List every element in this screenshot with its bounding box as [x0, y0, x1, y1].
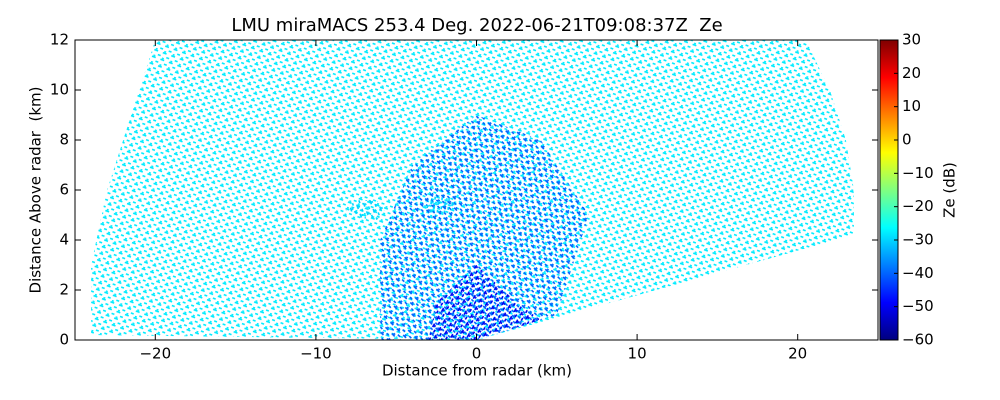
- y-tick-label: 2: [59, 281, 69, 299]
- ze-region: [380, 115, 589, 340]
- colorbar: [879, 39, 899, 341]
- y-tick-label: 0: [59, 331, 69, 349]
- colorbar-tick-label: 30: [902, 31, 921, 49]
- y-tick-label: 4: [59, 231, 69, 249]
- y-tick-label: 6: [59, 181, 69, 199]
- colorbar-tick-label: 0: [902, 131, 912, 149]
- colorbar-tick-label: 10: [902, 97, 921, 115]
- x-tick-label: 0: [472, 345, 482, 363]
- ze-region: [423, 195, 458, 213]
- ze-region: [344, 200, 387, 220]
- y-tick-label: 10: [50, 81, 69, 99]
- colorbar-tick-label: −50: [902, 297, 934, 315]
- x-axis-label: Distance from radar (km): [382, 362, 572, 380]
- x-tick-label: −10: [300, 345, 332, 363]
- radar-field: [91, 40, 854, 340]
- ze-region: [428, 265, 541, 340]
- y-axis-label: Distance Above radar (km): [27, 87, 45, 294]
- colorbar-tick-label: −30: [902, 231, 934, 249]
- x-tick-label: −20: [139, 345, 171, 363]
- colorbar-tick-label: −60: [902, 331, 934, 349]
- colorbar-tick-label: −40: [902, 264, 934, 282]
- chart-title: LMU miraMACS 253.4 Deg. 2022-06-21T09:08…: [231, 15, 722, 36]
- colorbar-tick-label: 20: [902, 64, 921, 82]
- colorbar-tick-label: −10: [902, 164, 934, 182]
- y-tick-label: 8: [59, 131, 69, 149]
- colorbar-tick-label: −20: [902, 197, 934, 215]
- colorbar-label: Ze (dB): [941, 162, 959, 218]
- x-tick-label: 10: [628, 345, 647, 363]
- x-tick-label: 20: [788, 345, 807, 363]
- y-tick-label: 12: [50, 31, 69, 49]
